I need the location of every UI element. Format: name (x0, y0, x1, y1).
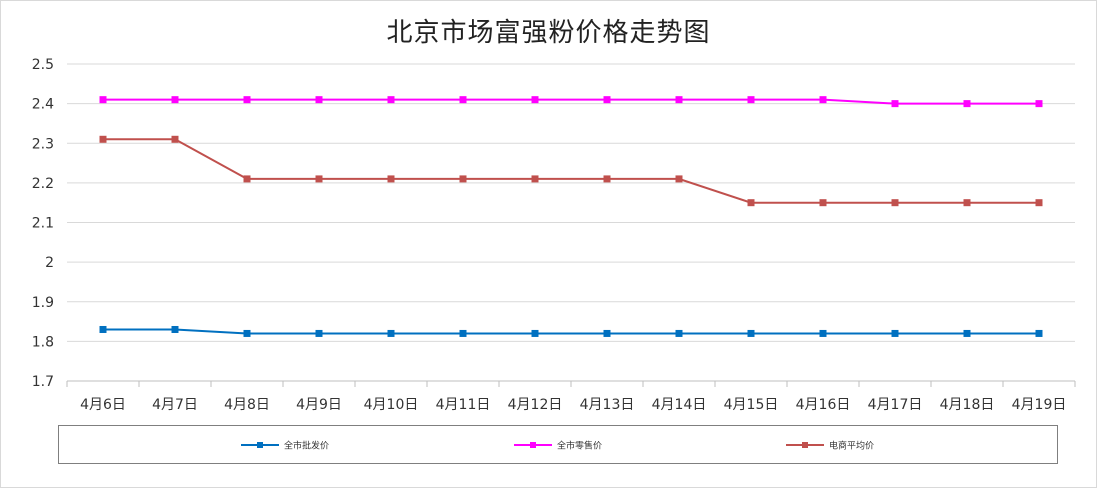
y-tick-label: 1.8 (32, 334, 54, 350)
y-tick-label: 1.7 (32, 374, 54, 390)
data-point (819, 96, 827, 104)
data-point (1035, 329, 1043, 337)
data-point (675, 175, 683, 183)
data-point (99, 135, 107, 143)
data-point (99, 325, 107, 333)
data-point (531, 175, 539, 183)
data-point (963, 329, 971, 337)
data-point (1035, 100, 1043, 108)
data-point (531, 96, 539, 104)
data-point (459, 96, 467, 104)
x-tick-label: 4月19日 (1012, 397, 1067, 413)
data-point (387, 175, 395, 183)
x-tick-label: 4月7日 (152, 397, 198, 413)
y-tick-label: 2.4 (32, 97, 54, 113)
data-point (891, 100, 899, 108)
data-point (171, 325, 179, 333)
data-point (387, 96, 395, 104)
data-point (603, 96, 611, 104)
x-tick-label: 4月18日 (940, 397, 995, 413)
x-tick-label: 4月16日 (796, 397, 851, 413)
x-tick-label: 4月8日 (224, 397, 270, 413)
data-point (963, 100, 971, 108)
y-tick-label: 1.9 (32, 295, 54, 311)
data-point (1035, 199, 1043, 207)
data-point (315, 96, 323, 104)
data-point (315, 329, 323, 337)
x-tick-label: 4月14日 (652, 397, 707, 413)
series-line (103, 138, 1039, 204)
data-point (891, 199, 899, 207)
legend-label: 全市零售价 (557, 440, 602, 452)
data-point (891, 329, 899, 337)
data-point (675, 96, 683, 104)
legend-marker (530, 442, 536, 448)
y-tick-label: 2.1 (32, 216, 54, 232)
x-tick-label: 4月17日 (868, 397, 923, 413)
x-tick-label: 4月6日 (80, 397, 126, 413)
data-point (675, 329, 683, 337)
data-point (531, 329, 539, 337)
data-point (459, 329, 467, 337)
data-point (243, 329, 251, 337)
y-tick-label: 2.3 (32, 136, 54, 152)
x-tick-label: 4月15日 (724, 397, 779, 413)
data-point (747, 96, 755, 104)
data-point (171, 96, 179, 104)
data-point (603, 175, 611, 183)
series-line (103, 98, 1039, 105)
data-point (963, 199, 971, 207)
legend-marker (257, 442, 263, 448)
data-point (171, 135, 179, 143)
x-tick-label: 4月11日 (436, 397, 491, 413)
x-tick-label: 4月13日 (580, 397, 635, 413)
y-tick-label: 2 (45, 255, 54, 271)
chart-title: 北京市场富强粉价格走势图 (386, 18, 711, 48)
legend-box (58, 425, 1058, 464)
data-point (387, 329, 395, 337)
data-point (747, 329, 755, 337)
data-point (819, 199, 827, 207)
legend-marker (802, 442, 808, 448)
y-tick-label: 2.2 (32, 176, 54, 192)
data-point (603, 329, 611, 337)
data-point (819, 329, 827, 337)
data-point (315, 175, 323, 183)
data-point (99, 96, 107, 104)
y-tick-label: 2.5 (32, 57, 54, 73)
legend-label: 全市批发价 (284, 440, 329, 452)
legend-label: 电商平均价 (829, 440, 874, 452)
data-point (747, 199, 755, 207)
series-line (103, 328, 1039, 335)
x-tick-label: 4月10日 (364, 397, 419, 413)
data-point (243, 175, 251, 183)
data-point (459, 175, 467, 183)
data-point (243, 96, 251, 104)
x-tick-label: 4月12日 (508, 397, 563, 413)
x-tick-label: 4月9日 (296, 397, 342, 413)
